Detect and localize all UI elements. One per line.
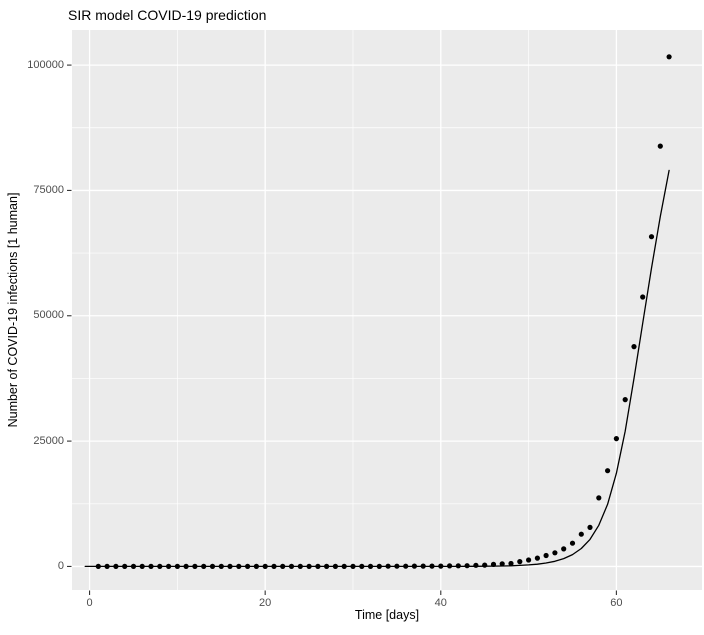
data-point: [499, 561, 505, 567]
chart-title: SIR model COVID-19 prediction: [68, 7, 267, 23]
data-point: [587, 524, 593, 531]
data-point: [622, 397, 628, 403]
data-point: [482, 562, 488, 568]
data-point: [517, 559, 523, 565]
data-point: [613, 436, 620, 442]
data-point: [508, 560, 514, 567]
y-tick-label: 0: [57, 559, 64, 572]
sir-model-fit-line: [84, 169, 670, 568]
data-point: [578, 531, 584, 537]
data-point: [657, 143, 663, 149]
data-point: [605, 468, 611, 474]
data-point: [631, 344, 637, 350]
data-point: [473, 562, 479, 568]
data-point: [561, 546, 567, 552]
x-tick-label: 20: [259, 597, 272, 609]
data-point: [543, 552, 549, 559]
y-tick-label: 100000: [27, 58, 64, 71]
x-tick-label: 40: [434, 597, 447, 609]
y-tick-label: 25000: [33, 434, 64, 447]
y-tick-label: 75000: [33, 183, 64, 196]
data-point: [552, 550, 558, 556]
data-point: [640, 294, 646, 300]
data-point: [526, 557, 532, 563]
data-point: [596, 495, 602, 501]
data-point: [648, 234, 655, 240]
data-point: [666, 54, 672, 60]
x-axis-title: Time [days]: [354, 608, 420, 622]
x-tick-label: 60: [610, 597, 623, 609]
x-tick-label: 0: [86, 597, 93, 609]
data-point: [569, 540, 576, 546]
y-tick-label: 50000: [33, 309, 64, 322]
data-point: [534, 555, 541, 561]
